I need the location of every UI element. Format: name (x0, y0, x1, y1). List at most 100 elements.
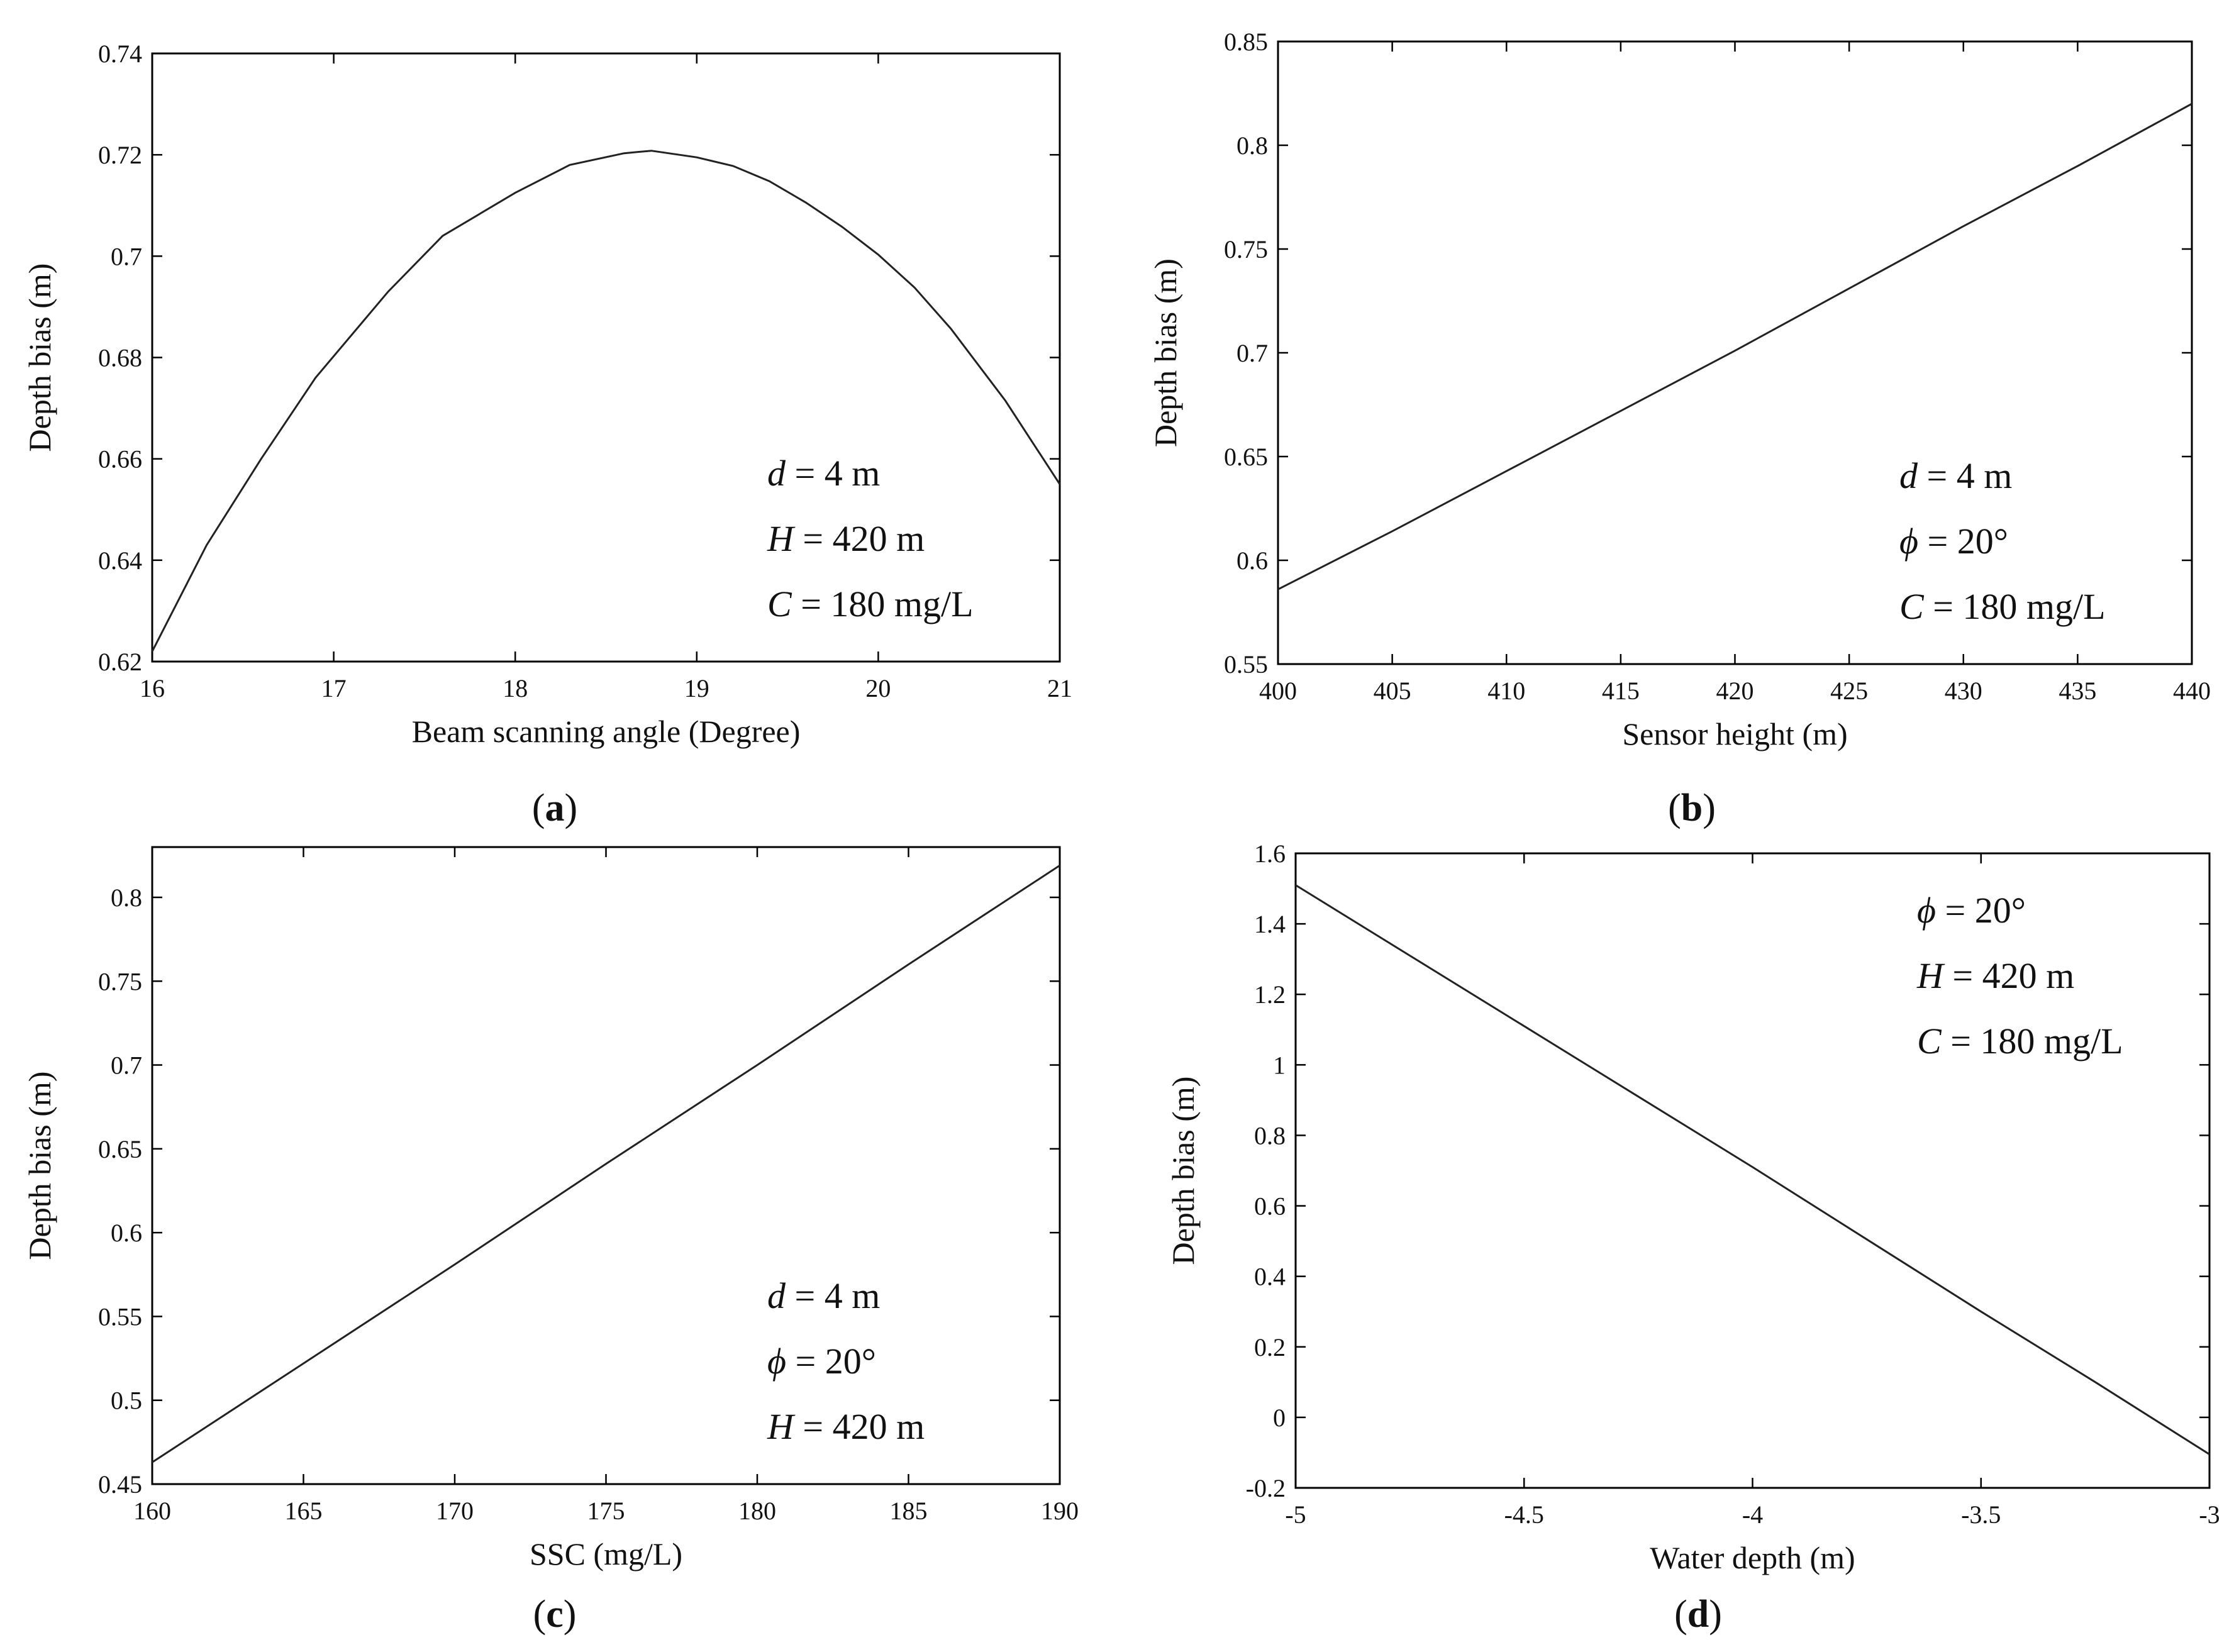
parameter-symbol: ϕ (1899, 521, 1918, 562)
x-tick-label: 20 (865, 674, 891, 702)
chart-panel-d: -5 -4.5 -4 -3.5 -3 -0.2 0 0.2 0.4 0.6 0.8 1 1.2 1.4 1.… (1165, 840, 2220, 1636)
x-tick-label: 435 (2059, 677, 2096, 705)
parameter-annotation: d = 4 m (767, 1275, 880, 1316)
y-tick-label: 0.7 (111, 242, 142, 270)
parameter-value: = 4 m (786, 453, 880, 494)
y-tick-label: 1.2 (1254, 980, 1286, 1009)
y-tick-label: 0.6 (111, 1219, 142, 1247)
parameter-symbol: C (1917, 1021, 1942, 1062)
parameter-symbol: C (1899, 586, 1925, 627)
x-tick-label: 425 (1830, 677, 1868, 705)
parameter-annotation: H = 420 m (767, 518, 925, 559)
x-tick-label: 410 (1487, 677, 1525, 705)
parameter-value: = 4 m (1918, 455, 2012, 496)
series-line-0 (151, 150, 1061, 652)
chart-panel-b: 400 405 410 415 420 425 430 435 440 0.55 0.6 0.65 0.… (1148, 28, 2211, 829)
panel-label: (a) (532, 787, 577, 829)
panel-label-open: ( (533, 1593, 547, 1636)
x-tick-label: 165 (285, 1497, 323, 1525)
plot-frame (1294, 852, 2211, 1489)
y-tick-label: 0.64 (98, 546, 142, 575)
y-tick-label: 0.72 (98, 141, 142, 169)
y-tick-label: 0.4 (1254, 1263, 1286, 1291)
y-tick-label: 0.75 (98, 967, 142, 995)
panel-label-open: ( (1674, 1593, 1687, 1636)
parameter-annotation: H = 420 m (767, 1406, 925, 1447)
series-line-0 (1277, 103, 2192, 590)
x-tick-label: 19 (684, 674, 709, 702)
x-tick-label: 16 (140, 674, 165, 702)
parameter-value: = 4 m (786, 1275, 880, 1316)
parameter-symbol: H (767, 1406, 796, 1447)
parameter-annotation: ϕ = 20° (1917, 890, 2026, 931)
x-tick-label: 405 (1374, 677, 1411, 705)
y-tick-label: 1.4 (1254, 910, 1286, 938)
x-tick-label: 415 (1602, 677, 1640, 705)
y-tick-label: 0.7 (1236, 339, 1268, 367)
parameter-annotation: C = 180 mg/L (1917, 1021, 2123, 1062)
x-tick-label: -4.5 (1504, 1500, 1544, 1529)
y-tick-label: 0.8 (1236, 131, 1268, 160)
y-tick-label: 1 (1273, 1051, 1286, 1079)
panel-label-letter: c (546, 1593, 564, 1636)
y-tick-label: 0.8 (1254, 1121, 1286, 1150)
y-tick-label: 0 (1273, 1404, 1286, 1432)
y-tick-label: 0.2 (1254, 1333, 1286, 1361)
panel-label: (c) (533, 1593, 577, 1636)
x-tick-label: 430 (1945, 677, 1982, 705)
plot-frame (151, 52, 1061, 663)
panel-label-close: ) (1709, 1593, 1722, 1636)
parameter-symbol: H (1916, 955, 1945, 996)
parameter-annotation: H = 420 m (1916, 955, 2074, 996)
y-tick-label: 0.65 (1224, 443, 1268, 471)
x-axis-title: Sensor height (m) (1622, 716, 1847, 751)
x-tick-label: -5 (1285, 1500, 1306, 1529)
parameter-value: = 20° (786, 1341, 876, 1382)
panel-label-open: ( (1668, 787, 1681, 829)
parameter-value: = 420 m (1943, 955, 2074, 996)
x-tick-label: 170 (436, 1497, 474, 1525)
panel-label: (d) (1674, 1593, 1722, 1636)
y-tick-label: 0.66 (98, 445, 142, 474)
panel-label-open: ( (532, 787, 545, 829)
y-tick-label: 0.85 (1224, 28, 1268, 56)
y-tick-label: 0.45 (98, 1470, 142, 1499)
parameter-symbol: H (767, 518, 796, 559)
y-tick-label: 0.68 (98, 344, 142, 372)
parameter-value: = 20° (1936, 890, 2026, 931)
parameter-symbol: C (767, 584, 792, 624)
y-tick-label: 0.74 (98, 40, 142, 68)
y-tick-label: 0.55 (98, 1302, 142, 1331)
parameter-value: = 180 mg/L (1924, 586, 2106, 627)
y-tick-label: 0.65 (98, 1135, 142, 1163)
x-tick-label: 21 (1047, 674, 1072, 702)
x-tick-label: 190 (1041, 1497, 1079, 1525)
y-axis-title: Depth bias (m) (22, 263, 57, 452)
x-tick-label: -3 (2199, 1500, 2220, 1529)
panel-label-close: ) (564, 1593, 577, 1636)
chart-panel-c: 160 165 170 175 180 185 190 0.45 0.5 0.55 0.6 0.65 0… (22, 846, 1079, 1636)
parameter-symbol: d (767, 1275, 786, 1316)
y-tick-label: 0.55 (1224, 650, 1268, 679)
parameter-value: = 20° (1918, 521, 2008, 562)
parameter-annotation: ϕ = 20° (1899, 521, 2008, 562)
parameter-symbol: ϕ (767, 1341, 786, 1382)
parameter-symbol: d (767, 453, 786, 494)
x-tick-label: 400 (1259, 677, 1297, 705)
x-tick-label: 175 (587, 1497, 625, 1525)
parameter-symbol: ϕ (1917, 890, 1936, 931)
parameter-value: = 180 mg/L (1942, 1021, 2123, 1062)
x-axis-title: SSC (mg/L) (530, 1536, 682, 1572)
parameter-annotation: ϕ = 20° (767, 1341, 876, 1382)
parameter-annotation: d = 4 m (767, 453, 880, 494)
parameter-annotation: C = 180 mg/L (767, 584, 974, 624)
x-tick-label: 160 (133, 1497, 171, 1525)
y-axis-title: Depth bias (m) (1148, 258, 1183, 447)
x-tick-label: -4 (1742, 1500, 1763, 1529)
y-axis-title: Depth bias (m) (1165, 1077, 1201, 1265)
x-tick-label: 17 (321, 674, 347, 702)
x-axis-title: Water depth (m) (1650, 1540, 1855, 1575)
panel-label-letter: d (1687, 1593, 1709, 1636)
x-tick-label: 420 (1716, 677, 1754, 705)
